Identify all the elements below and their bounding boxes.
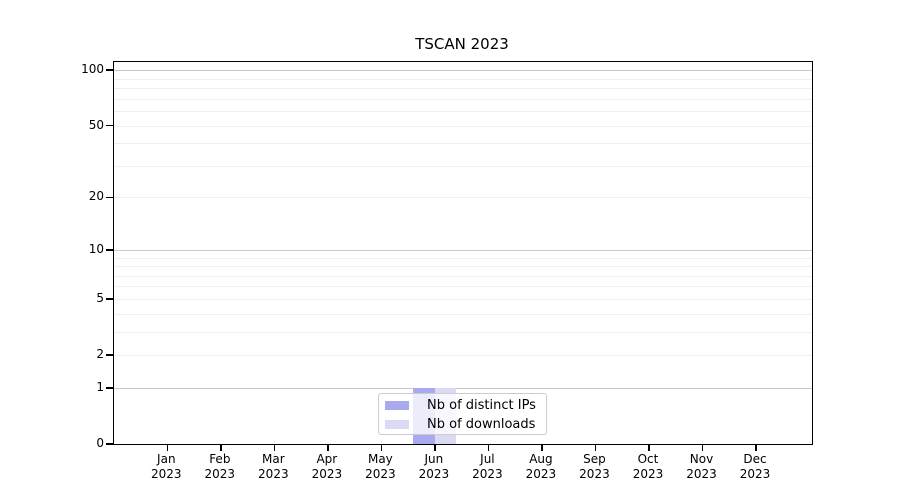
chart-title: TSCAN 2023 (415, 35, 509, 53)
x-tick-mark (380, 444, 383, 451)
x-tick-year: 2023 (525, 467, 557, 481)
x-tick-label: Aug 2023 (509, 452, 573, 482)
x-tick-year: 2023 (472, 467, 503, 481)
x-tick-year: 2023 (151, 467, 182, 481)
x-tick-year: 2023 (632, 467, 664, 481)
x-tick-year: 2023 (739, 467, 771, 481)
y-tick-mark (106, 249, 114, 251)
x-tick-label: Mar 2023 (241, 452, 305, 482)
x-tick-label: Nov 2023 (670, 452, 734, 482)
minor-gridline (114, 331, 812, 333)
minor-gridline (114, 98, 812, 100)
x-tick-mark (594, 444, 597, 451)
legend-swatch-downloads (385, 420, 409, 429)
x-tick-label: Apr 2023 (295, 452, 359, 482)
y-tick-label: 0 (96, 436, 104, 450)
minor-gridline (114, 275, 812, 277)
x-tick-year: 2023 (418, 467, 450, 481)
x-tick-label: Jul 2023 (455, 452, 519, 482)
x-tick-mark (755, 444, 757, 451)
minor-gridline (114, 313, 812, 315)
minor-gridline (114, 111, 812, 113)
minor-gridline (114, 257, 812, 259)
legend: Nb of distinct IPs Nb of downloads (378, 393, 547, 435)
legend-swatch-distinct-ips (385, 401, 409, 410)
legend-item-distinct-ips: Nb of distinct IPs (385, 396, 546, 415)
x-tick-label: Dec 2023 (723, 452, 787, 482)
x-tick-month: Oct (637, 452, 659, 466)
x-tick-mark (273, 444, 276, 451)
x-tick-mark (541, 444, 543, 451)
x-tick-month: Feb (209, 452, 231, 466)
x-tick-mark (434, 444, 436, 451)
y-tick-label: 1 (96, 379, 104, 394)
x-tick-month: Nov (689, 452, 714, 466)
y-tick-label: 5 (96, 290, 104, 305)
x-tick-mark (166, 444, 169, 451)
minor-gridline (114, 125, 812, 127)
minor-gridline (114, 197, 812, 199)
minor-gridline (114, 165, 812, 167)
y-tick-mark (106, 69, 114, 71)
x-tick-year: 2023 (204, 467, 236, 481)
x-tick-month: Sep (583, 452, 606, 466)
x-tick-month: Dec (743, 452, 767, 466)
y-tick-mark (106, 124, 114, 127)
x-tick-year: 2023 (258, 467, 289, 481)
x-tick-year: 2023 (311, 467, 343, 481)
y-tick-mark (106, 354, 114, 356)
x-tick-month: Jul (480, 452, 495, 466)
x-tick-mark (327, 444, 329, 451)
x-tick-month: May (367, 452, 393, 466)
x-tick-year: 2023 (579, 467, 610, 481)
major-gridline (114, 387, 812, 389)
y-tick-mark (106, 298, 114, 300)
legend-label-downloads: Nb of downloads (427, 416, 536, 432)
x-tick-label: Jun 2023 (402, 452, 466, 482)
minor-gridline (114, 298, 812, 300)
x-tick-month: Mar (262, 452, 285, 466)
legend-label-distinct-ips: Nb of distinct IPs (427, 397, 536, 413)
y-tick-label: 2 (96, 347, 104, 362)
x-tick-year: 2023 (686, 467, 717, 481)
minor-gridline (114, 286, 812, 288)
x-tick-label: Jan 2023 (134, 452, 198, 482)
minor-gridline (114, 78, 812, 80)
y-tick-mark (106, 443, 114, 445)
x-tick-label: May 2023 (348, 452, 412, 482)
major-gridline (114, 249, 812, 251)
x-tick-month: Apr (316, 452, 338, 466)
x-tick-month: Jun (424, 452, 444, 466)
major-gridline (114, 70, 812, 72)
x-tick-mark (487, 444, 490, 451)
minor-gridline (114, 355, 812, 357)
y-tick-label: 10 (88, 241, 104, 256)
x-tick-label: Sep 2023 (562, 452, 626, 482)
x-tick-month: Jan (157, 452, 176, 466)
minor-gridline (114, 143, 812, 145)
y-tick-label: 20 (88, 189, 104, 204)
x-tick-mark (701, 444, 704, 451)
x-tick-mark (220, 444, 222, 451)
y-tick-mark (106, 387, 114, 389)
plot-area (106, 61, 813, 451)
y-tick-label: 100 (81, 62, 104, 77)
minor-gridline (114, 88, 812, 90)
x-tick-mark (648, 444, 650, 451)
x-tick-label: Oct 2023 (616, 452, 680, 482)
x-tick-month: Aug (529, 452, 553, 466)
y-tick-mark (106, 196, 114, 199)
x-tick-label: Feb 2023 (188, 452, 252, 482)
legend-item-downloads: Nb of downloads (385, 415, 546, 434)
x-tick-year: 2023 (365, 467, 396, 481)
y-tick-label: 50 (88, 117, 104, 132)
minor-gridline (114, 266, 812, 268)
